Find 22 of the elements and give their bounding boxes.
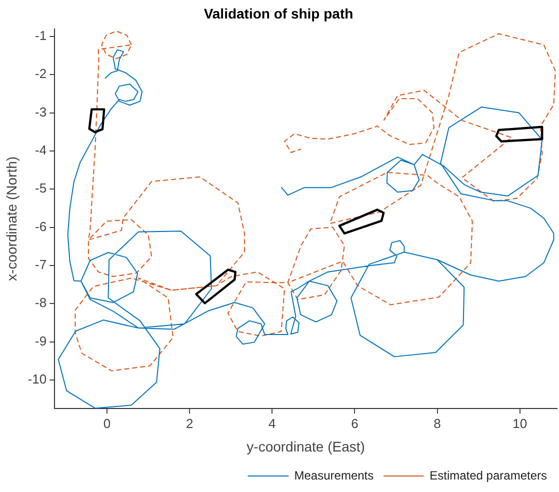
legend-label: Estimated parameters [430, 468, 548, 482]
x-tick-label: 2 [186, 416, 194, 431]
line-series [74, 30, 556, 372]
x-axis-title: y-coordinate (East) [246, 438, 365, 454]
y-tick-label: -2 [35, 66, 47, 82]
legend-label: Measurements [294, 468, 374, 482]
y-tick-label: -10 [28, 372, 47, 387]
y-tick-label: -7 [35, 257, 47, 272]
x-tick-label: 8 [434, 416, 441, 431]
y-tick-label: -9 [35, 333, 47, 348]
y-tick-label: -5 [35, 180, 47, 196]
y-tick-label: -3 [35, 104, 47, 120]
x-tick-label: 4 [268, 416, 276, 431]
y-tick-label: -4 [35, 142, 47, 158]
chart-title: Validation of ship path [204, 5, 354, 22]
x-tick-label: 6 [351, 416, 358, 431]
x-tick-label: 0 [103, 416, 111, 431]
y-axis-title: x-coordinate (North) [3, 156, 20, 281]
x-tick-label: 10 [512, 416, 528, 431]
y-tick-label: -6 [35, 218, 47, 234]
y-tick-label: -1 [35, 28, 47, 44]
y-tick-label: -8 [35, 295, 47, 310]
